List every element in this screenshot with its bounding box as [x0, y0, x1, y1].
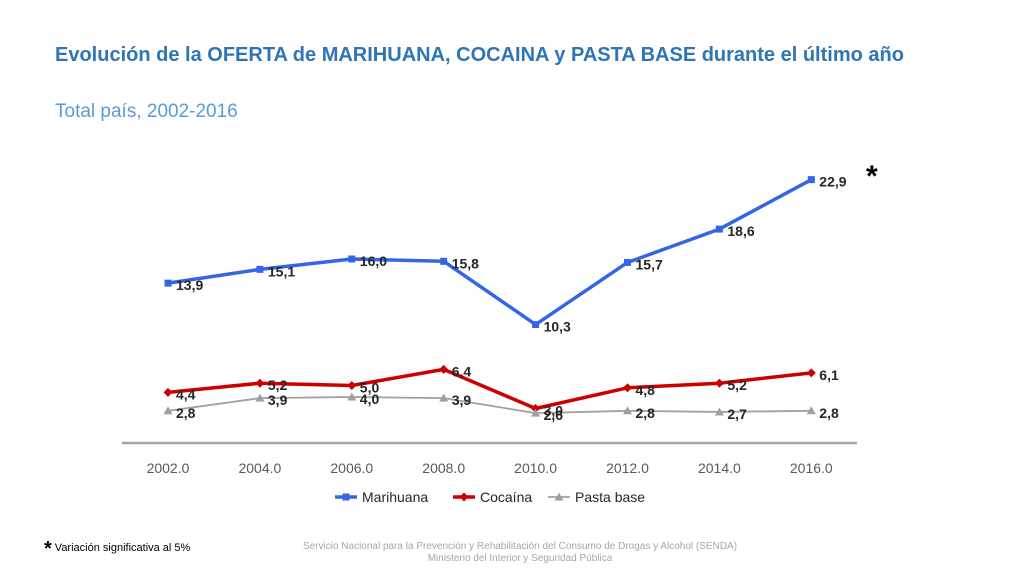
data-point-pasta-base [623, 406, 632, 415]
footnote-star: * [44, 538, 52, 560]
data-label-coca-na: 5,0 [360, 380, 380, 396]
x-tick-label: 2002.0 [147, 460, 190, 476]
data-label-pasta-base: 3,9 [268, 392, 288, 408]
x-tick-label: 2016.0 [790, 460, 833, 476]
chart-subtitle: Total país, 2002-2016 [55, 101, 238, 122]
legend-marker-coca-na [459, 492, 469, 502]
data-label-marihuana: 10,3 [544, 319, 571, 335]
data-point-pasta-base [714, 407, 724, 416]
data-point-pasta-base [531, 408, 541, 417]
data-label-marihuana: 15,8 [452, 255, 479, 271]
footer: Servicio Nacional para la Prevención y R… [230, 541, 810, 565]
data-point-coca-na [623, 383, 632, 393]
data-label-coca-na: 6,1 [819, 367, 839, 383]
data-point-coca-na [531, 404, 541, 413]
data-point-coca-na [439, 364, 449, 374]
data-point-coca-na [163, 387, 173, 397]
data-label-marihuana: 13,9 [176, 277, 203, 293]
x-tick-label: 2014.0 [698, 460, 741, 476]
data-label-pasta-base: 2,6 [544, 407, 564, 423]
data-label-pasta-base: 2,8 [819, 405, 839, 421]
data-point-pasta-base [163, 406, 173, 415]
data-point-pasta-base [255, 393, 265, 402]
chart-title: Evolución de la OFERTA de MARIHUANA, COC… [55, 44, 904, 66]
series-line-marihuana [167, 178, 813, 327]
data-label-coca-na: 3,0 [544, 403, 564, 419]
x-tick-label: 2008.0 [422, 460, 465, 476]
footnote: * Variación significativa al 5% [44, 538, 190, 561]
data-point-marihuana [532, 321, 540, 329]
data-point-marihuana [440, 257, 448, 265]
data-point-marihuana [624, 258, 631, 266]
data-point-marihuana [164, 279, 172, 287]
legend-label-pasta-base: Pasta base [575, 489, 645, 505]
x-tick-label: 2012.0 [606, 460, 649, 476]
data-label-marihuana: 15,1 [268, 263, 295, 279]
series-line-pasta-base [167, 396, 812, 415]
data-point-marihuana [348, 255, 356, 263]
data-label-marihuana: 15,7 [636, 256, 663, 272]
data-point-marihuana [256, 265, 264, 273]
data-label-coca-na: 6,4 [452, 363, 472, 379]
footer-line-2: Ministerio del Interior y Seguridad Públ… [427, 553, 613, 564]
series-line-coca-na [167, 367, 812, 411]
data-point-pasta-base [347, 392, 357, 401]
data-label-coca-na: 4,8 [636, 382, 656, 398]
data-point-coca-na [347, 381, 357, 390]
data-label-pasta-base: 3,9 [452, 392, 472, 408]
data-point-marihuana [807, 176, 815, 184]
x-tick-label: 2006.0 [330, 460, 373, 476]
data-point-marihuana [715, 225, 723, 233]
data-label-pasta-base: 2,7 [727, 406, 747, 422]
data-label-coca-na: 5,2 [268, 377, 288, 393]
legend-label-coca-na: Cocaína [480, 489, 532, 505]
legend-marker-pasta-base [554, 492, 564, 501]
data-label-coca-na: 4,4 [176, 386, 196, 402]
data-point-pasta-base [439, 393, 449, 402]
data-point-coca-na [255, 378, 265, 388]
legend-marker-marihuana [342, 493, 350, 501]
significance-marker: * [866, 160, 878, 193]
x-tick-label: 2004.0 [238, 460, 281, 476]
x-tick-label: 2010.0 [514, 460, 557, 476]
data-label-coca-na: 5,2 [727, 377, 747, 393]
data-label-pasta-base: 2,8 [636, 405, 656, 421]
footer-line-1: Servicio Nacional para la Prevención y R… [302, 541, 738, 552]
data-label-marihuana: 16,0 [360, 253, 387, 269]
data-label-pasta-base: 2,8 [176, 405, 196, 421]
legend-label-marihuana: Marihuana [362, 489, 428, 505]
data-label-marihuana: 22,9 [819, 174, 846, 190]
data-point-pasta-base [806, 406, 816, 415]
footnote-text: Variación significativa al 5% [54, 542, 191, 554]
data-label-pasta-base: 4,0 [360, 391, 380, 407]
data-point-coca-na [714, 378, 724, 388]
data-point-coca-na [806, 368, 816, 378]
data-label-marihuana: 18,6 [727, 223, 754, 239]
